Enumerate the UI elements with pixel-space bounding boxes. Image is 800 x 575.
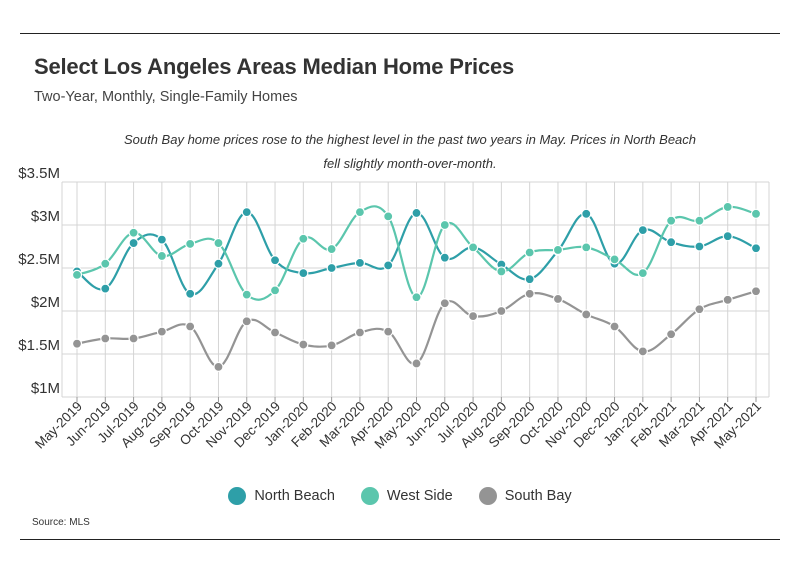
source-note: Source: MLS bbox=[32, 517, 90, 528]
north-beach-point bbox=[411, 207, 422, 219]
south-bay-point bbox=[326, 340, 337, 351]
south-bay-point bbox=[637, 346, 648, 357]
legend-item-north-beach: North Beach bbox=[228, 487, 335, 505]
line-chart: $1M$1.5M$2M$2.5M$3M$3.5MMay-2019Jun-2019… bbox=[18, 165, 770, 452]
west-side-point bbox=[156, 250, 167, 262]
south-bay-point bbox=[411, 358, 422, 369]
south-bay-point bbox=[439, 298, 450, 309]
north-beach-point bbox=[439, 252, 450, 263]
north-beach-point bbox=[326, 262, 337, 274]
south-bay-point bbox=[213, 361, 224, 372]
west-side-point bbox=[496, 266, 507, 277]
south-bay-point bbox=[269, 327, 281, 338]
south-bay-point bbox=[241, 316, 252, 327]
west-side-point bbox=[750, 208, 762, 219]
chart-annotation: South Bay home prices rose to the highes… bbox=[123, 132, 697, 171]
west-side-point bbox=[609, 254, 620, 265]
north-beach-point bbox=[694, 241, 705, 252]
south-bay-point bbox=[666, 329, 677, 340]
south-bay-point bbox=[609, 321, 620, 332]
south-bay-point bbox=[524, 288, 535, 299]
west-side-point bbox=[71, 269, 83, 280]
legend: North Beach West Side South Bay bbox=[0, 487, 800, 505]
west-side-point bbox=[298, 233, 309, 244]
north-beach-point bbox=[241, 207, 252, 218]
legend-swatch-west-side bbox=[360, 487, 379, 505]
chart-title: Select Los Angeles Areas Median Home Pri… bbox=[34, 54, 515, 79]
south-bay-point bbox=[552, 293, 564, 305]
west-side-point bbox=[354, 207, 366, 218]
west-side-point bbox=[552, 244, 564, 256]
north-beach-point bbox=[298, 268, 309, 279]
west-side-point bbox=[439, 219, 450, 231]
north-beach-point bbox=[524, 274, 535, 285]
legend-label-north-beach: North Beach bbox=[254, 488, 335, 504]
north-beach-point bbox=[100, 283, 111, 294]
south-bay-point bbox=[100, 333, 111, 344]
west-side-point bbox=[269, 285, 281, 296]
y-tick-label: $1M bbox=[31, 380, 60, 397]
y-tick-label: $1.5M bbox=[18, 337, 60, 354]
west-side-point bbox=[722, 201, 733, 213]
south-bay-point bbox=[722, 294, 733, 305]
south-bay-point bbox=[354, 327, 366, 338]
legend-swatch-north-beach bbox=[228, 487, 247, 505]
south-bay-point bbox=[156, 326, 167, 337]
west-side-point bbox=[524, 247, 535, 258]
y-tick-label: $2M bbox=[31, 294, 60, 311]
west-side-point bbox=[666, 215, 677, 226]
west-side-point bbox=[467, 242, 479, 253]
west-side-point bbox=[241, 289, 252, 300]
west-side-point bbox=[213, 237, 224, 249]
north-beach-point bbox=[269, 255, 281, 266]
south-bay-point bbox=[750, 286, 762, 297]
west-side-point bbox=[637, 268, 648, 279]
south-bay-point bbox=[694, 304, 705, 315]
legend-item-west-side: West Side bbox=[360, 487, 453, 505]
top-rule bbox=[20, 33, 780, 34]
south-bay-point bbox=[581, 309, 592, 320]
north-beach-point bbox=[354, 257, 366, 268]
west-side-point bbox=[383, 211, 394, 222]
west-side-point bbox=[581, 242, 592, 253]
south-bay-point bbox=[496, 305, 507, 317]
south-bay-point bbox=[71, 338, 83, 349]
north-beach-point bbox=[213, 258, 224, 269]
west-side-point bbox=[100, 258, 111, 269]
north-beach-point bbox=[383, 260, 394, 271]
north-beach-point bbox=[722, 231, 733, 242]
y-tick-label: $3.5M bbox=[18, 165, 60, 182]
chart-subtitle: Two-Year, Monthly, Single-Family Homes bbox=[34, 89, 298, 105]
bottom-rule bbox=[20, 539, 780, 540]
west-side-point bbox=[326, 243, 337, 255]
north-beach-point bbox=[128, 237, 139, 249]
south-bay-point bbox=[467, 311, 479, 322]
legend-item-south-bay: South Bay bbox=[478, 487, 572, 505]
north-beach-point bbox=[185, 288, 196, 299]
south-bay-point bbox=[128, 333, 139, 344]
north-beach-point bbox=[666, 237, 677, 248]
south-bay-point bbox=[383, 326, 394, 337]
west-side-point bbox=[694, 215, 705, 226]
legend-swatch-south-bay bbox=[478, 487, 497, 505]
south-bay-point bbox=[185, 321, 196, 332]
y-tick-label: $2.5M bbox=[18, 251, 60, 268]
north-beach-point bbox=[637, 225, 648, 236]
west-side-point bbox=[128, 227, 139, 238]
north-beach-point bbox=[581, 208, 592, 219]
west-side-point bbox=[185, 238, 196, 250]
legend-label-west-side: West Side bbox=[386, 488, 453, 504]
legend-label-south-bay: South Bay bbox=[504, 488, 572, 504]
west-side-point bbox=[411, 292, 422, 303]
y-tick-label: $3M bbox=[31, 208, 60, 225]
north-beach-point bbox=[750, 243, 762, 254]
south-bay-point bbox=[298, 339, 309, 350]
north-beach-point bbox=[156, 234, 167, 245]
